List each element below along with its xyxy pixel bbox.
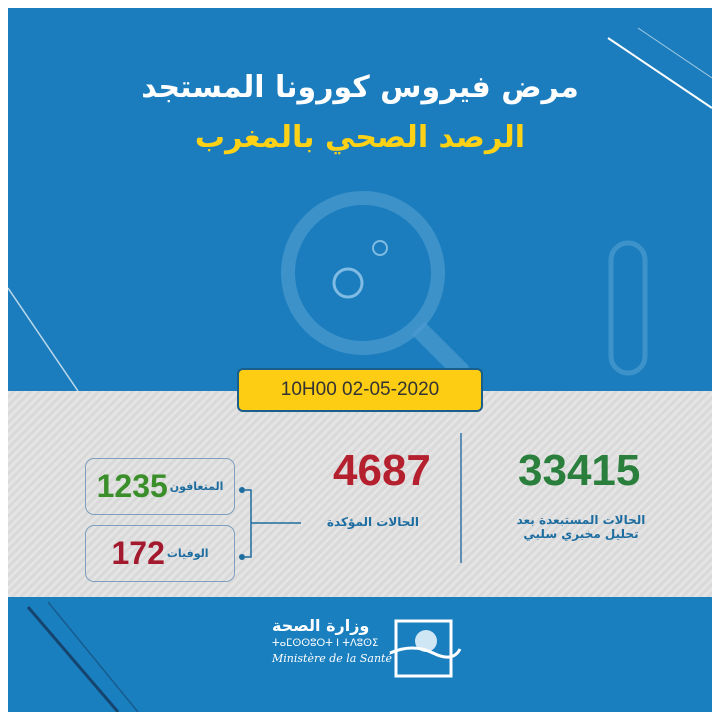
magnifier-illustration <box>8 27 712 391</box>
stats-panel <box>8 391 712 597</box>
footer-decoration <box>26 601 462 712</box>
excluded-value: 33415 <box>518 446 641 495</box>
excluded-label: الحالات المستبعدة بعد تحليل مخبري سلبي <box>486 513 676 541</box>
excluded-label-line2: تحليل مخبري سلبي <box>523 527 639 541</box>
footer-panel <box>8 597 712 712</box>
ministry-name-fr: Ministère de la Santé <box>272 652 392 665</box>
divider <box>460 433 462 563</box>
deaths-box: الوفيات 172 <box>85 525 235 582</box>
recovered-box: المتعافون 1235 <box>85 458 235 515</box>
date-badge: 10H00 02-05-2020 <box>237 368 483 412</box>
recovered-label: المتعافون <box>169 480 224 493</box>
ministry-logo: وزارة الصحة ⵜⴰⵎⵙⵙⵓⵔⵜ ⵏ ⵜⴷⵓⵙⵉ Ministère d… <box>272 616 392 665</box>
excluded-label-line1: الحالات المستبعدة بعد <box>516 513 646 527</box>
bracket-connector <box>239 487 301 560</box>
deaths-label: الوفيات <box>166 547 209 560</box>
ministry-name-ar: وزارة الصحة <box>272 616 370 635</box>
ministry-name-tifinagh: ⵜⴰⵎⵙⵙⵓⵔⵜ ⵏ ⵜⴷⵓⵙⵉ <box>272 638 379 649</box>
recovered-value: 1235 <box>96 468 168 504</box>
deaths-value: 172 <box>111 535 165 571</box>
subtitle: الرصد الصحي بالمغرب <box>194 120 526 155</box>
confirmed-label: الحالات المؤكدة <box>326 515 420 529</box>
infographic: مرض فيروس كورونا المستجد الرصد الصحي بال… <box>8 8 712 712</box>
header-panel: مرض فيروس كورونا المستجد الرصد الصحي بال… <box>8 8 712 391</box>
confirmed-value: 4687 <box>333 446 431 495</box>
title: مرض فيروس كورونا المستجد <box>141 70 579 105</box>
